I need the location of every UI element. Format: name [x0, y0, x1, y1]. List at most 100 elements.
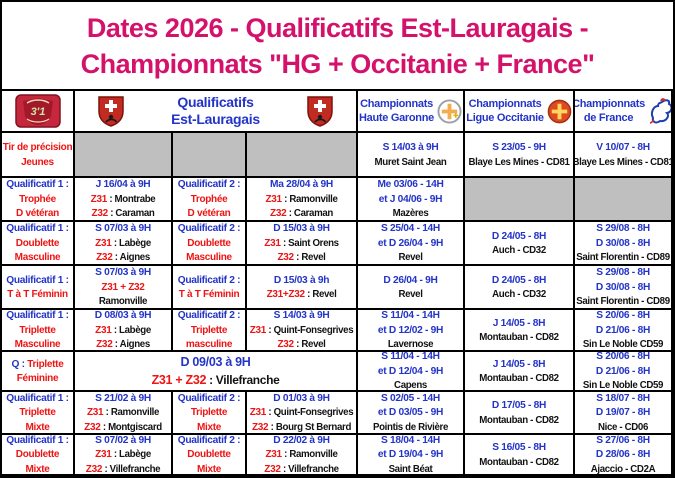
text-segment: : Ramonville	[281, 193, 338, 205]
text-segment: Qualificatif 2 :	[177, 274, 241, 286]
hg-header-cell: Championnats Haute Garonne	[358, 91, 465, 133]
schedule-cell: S 25/04 - 14H et D 26/04 - 9H Revel	[358, 222, 465, 266]
text-segment: D vétéran	[16, 208, 59, 220]
text-segment: : Labège	[111, 237, 151, 249]
cell-line: D vétéran	[188, 206, 231, 220]
empty-cell	[575, 178, 673, 222]
text-segment: Qualificatif 2 :	[177, 392, 241, 404]
text-segment: J 16/04 à 9H	[95, 179, 151, 191]
text-segment: : Ramonville	[103, 407, 160, 419]
la-boule-club-logo-icon: 3'1	[14, 94, 61, 128]
text-segment: Jeunes	[21, 156, 54, 168]
text-segment: Z32	[277, 339, 294, 351]
text-segment: Z32	[264, 463, 281, 475]
cell-line: S 25/04 - 14H	[381, 222, 440, 236]
text-segment: Doublette	[15, 237, 60, 249]
cell-line: Z31 : Ramonville	[87, 405, 159, 420]
cell-line: Montauban - CD82	[479, 455, 559, 470]
schedule-cell: S 14/03 à 9H Muret Saint Jean	[358, 133, 465, 178]
cell-line: Z32 : Bourg St Bernard	[252, 420, 351, 433]
cell-line: Mazères	[393, 206, 429, 220]
france-line2: de France	[583, 112, 634, 124]
cell-line: Qualificatif 1 :	[6, 392, 69, 405]
empty-cell	[75, 133, 173, 178]
cell-line: D 15/03 à 9H	[273, 222, 330, 236]
cell-line: Qualificatif 1 :	[6, 435, 69, 447]
text-segment: Z31+Z32	[266, 289, 306, 300]
cell-line: Doublette	[15, 236, 60, 251]
cell-line: Z31 : Saint Orens	[264, 236, 339, 251]
text-segment: Ajaccio - CD2A	[590, 463, 656, 475]
text-segment: Z31	[265, 193, 282, 205]
cell-line: Sin Le Noble CD59	[583, 378, 664, 390]
text-segment: : Quint-Fonsegrives	[266, 324, 354, 336]
cell-line: Qualificatif 1 :	[6, 222, 69, 236]
cell-line: S 11/04 - 14H	[381, 310, 440, 323]
page-title-line1: Dates 2026 - Qualificatifs Est-Lauragais…	[86, 12, 589, 43]
cell-line: Trophée	[191, 192, 228, 207]
text-segment: D 15/03 à 9h	[273, 274, 330, 286]
cell-line: Doublette	[187, 447, 231, 462]
text-segment: Saint Florentin - CD89	[576, 296, 670, 308]
text-segment: D 24/05 - 8H	[491, 230, 547, 242]
cell-line: V 10/07 - 8H	[596, 140, 650, 155]
text-segment: Z31	[90, 193, 108, 205]
text-segment: Ma 28/04 à 9H	[270, 179, 333, 191]
text-segment: Qualificatif 1 :	[6, 310, 69, 322]
text-segment: D 08/03 à 9H	[94, 310, 152, 322]
text-segment: D 19/07 - 8H	[595, 407, 651, 419]
text-segment: D 09/03 à 9H	[180, 355, 251, 369]
cell-line: Revel	[398, 250, 422, 264]
cell-line: et D 26/04 - 9H	[378, 236, 443, 251]
cell-line: Muret Saint Jean	[375, 155, 447, 170]
cell-line: Z32 : Caraman	[270, 206, 333, 220]
cell-line: Z31 : Montrabe	[91, 192, 156, 207]
cell-line: Z31 : Quint-Fonsegrives	[250, 405, 354, 420]
france-header-text: Championnats de France	[575, 97, 645, 125]
cell-line: et D 03/05 - 9H	[378, 405, 443, 420]
cell-line: D 01/03 à 9H	[273, 392, 330, 405]
cell-line: Z32 : Villefranche	[85, 462, 161, 475]
cell-line: Me 03/06 - 14H	[377, 178, 443, 192]
cell-line: Z31+Z32 : Revel	[267, 287, 337, 302]
occitanie-line1: Championnats	[468, 98, 542, 110]
cell-line: Jeunes	[21, 155, 54, 170]
schedule-cell: D 26/04 - 9H Revel	[358, 266, 465, 310]
schedule-cell: S 02/05 - 14H et D 03/05 - 9H Pointis de R…	[358, 392, 465, 435]
schedule-cell: S 18/07 - 8H D 19/07 - 8H Nice - CD06	[575, 392, 673, 435]
cell-line: S 16/05 - 8H	[492, 440, 546, 455]
text-segment: Qualificatif 2 :	[177, 223, 241, 235]
row-label-cell: Q : Triplette Féminine	[2, 352, 75, 392]
cell-line: Q : Triplette	[12, 357, 64, 372]
cell-line: Montauban - CD82	[479, 371, 559, 386]
text-segment: Z32	[85, 463, 103, 475]
text-segment: D 21/06 - 8H	[595, 324, 651, 336]
schedule-table: 3'1 Qualificatifs Est-Lauragais	[2, 91, 673, 476]
text-segment: Z32	[96, 252, 113, 264]
text-segment: : Caraman	[107, 208, 155, 220]
cell-line: Triplette	[191, 323, 228, 338]
page-title-line2: Championnats "HG + Occitanie + France"	[80, 48, 595, 79]
text-segment: Auch - CD32	[492, 245, 546, 256]
cell-line: Tir de précision	[3, 140, 73, 155]
text-segment: Z31	[95, 449, 112, 461]
text-segment: Muret Saint Jean	[374, 156, 447, 168]
text-segment: Sin Le Noble CD59	[582, 339, 664, 351]
cd31-round-logo-icon	[437, 98, 462, 124]
schedule-cell: Qualificatif 2 : Trophée D vétéran	[173, 178, 247, 222]
text-segment: Trophée	[19, 193, 56, 205]
text-segment: Z31	[264, 237, 281, 249]
text-segment: Doublette	[15, 449, 60, 461]
schedule-cell: S 21/02 à 9H Z31 : Ramonville Z32 : Montgi…	[75, 392, 173, 435]
schedule-cell: S 14/03 à 9H Z31 : Quint-Fonsegrives Z32 :…	[247, 310, 358, 352]
cell-line: J 14/05 - 8H	[493, 316, 546, 331]
schedule-cell: S 20/06 - 8H D 21/06 - 8H Sin Le Noble CD5…	[575, 310, 673, 352]
cell-line: D 28/06 - 8H	[596, 447, 650, 462]
text-segment: Féminine	[16, 373, 59, 384]
text-segment: D 24/05 - 8H	[491, 274, 547, 286]
text-segment: et J 04/06 - 9H	[378, 193, 443, 205]
schedule-cell: D 24/05 - 8H Auch - CD32	[465, 222, 575, 266]
text-segment: : Aignes	[112, 252, 150, 264]
text-segment: S 25/04 - 14H	[381, 223, 440, 235]
cell-line: Z32 : Revel	[277, 337, 325, 351]
